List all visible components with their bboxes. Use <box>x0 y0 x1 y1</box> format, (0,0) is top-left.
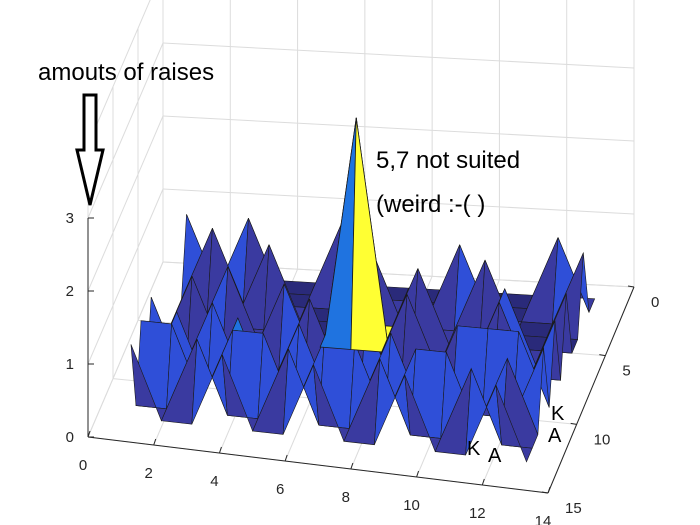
annotation-peak-line2: (weird :-( ) <box>376 191 485 218</box>
annotation-a-right: A <box>548 425 562 447</box>
annotation-k-right: K <box>551 403 565 425</box>
x-tick-label: 10 <box>403 497 420 514</box>
grid-line <box>87 0 151 146</box>
z-tick-label: 0 <box>66 429 74 446</box>
z-tick-label: 2 <box>66 283 74 300</box>
y-tick-label: 5 <box>622 363 630 380</box>
x-tick-label: 14 <box>535 513 552 525</box>
x-tick-mark <box>284 454 288 462</box>
x-tick-mark <box>153 438 157 446</box>
z-tick-label: 3 <box>66 210 74 227</box>
y-tick-label: 10 <box>594 431 611 448</box>
y-axis-line <box>547 286 635 494</box>
surface-cell <box>521 237 559 325</box>
x-tick-label: 0 <box>79 457 87 474</box>
x-tick-mark <box>87 430 91 438</box>
surface-cell <box>495 385 533 463</box>
x-tick-mark <box>416 470 420 478</box>
annotation-ylabel-note: amouts of raises <box>38 59 214 86</box>
grid-line <box>162 115 635 142</box>
surface-plot <box>130 117 596 463</box>
y-tick-mark <box>570 422 577 425</box>
y-tick-mark <box>599 354 606 357</box>
x-tick-label: 6 <box>276 481 284 498</box>
x-tick-label: 12 <box>469 505 486 522</box>
grid-line <box>87 115 164 292</box>
y-tick-label: 0 <box>651 294 659 311</box>
y-tick-mark <box>541 491 549 494</box>
grid-line <box>162 188 635 215</box>
annotation-a-front: A <box>488 445 502 467</box>
grid-line <box>87 261 164 438</box>
annotation-k-front: K <box>467 438 481 460</box>
down-arrow-icon <box>75 93 105 206</box>
z-tick-label: 1 <box>66 356 74 373</box>
surface-peak-facet <box>350 117 388 353</box>
x-tick-label: 4 <box>210 473 218 490</box>
x-axis-line <box>87 436 549 494</box>
x-tick-label: 8 <box>342 489 350 506</box>
grid-line <box>162 42 635 69</box>
grid-line <box>87 42 164 219</box>
y-tick-label: 15 <box>565 500 582 517</box>
annotation-peak-line1: 5,7 not suited <box>376 147 520 174</box>
x-tick-mark <box>481 478 485 486</box>
x-tick-mark <box>350 462 354 470</box>
grid-line <box>87 188 164 365</box>
x-tick-mark <box>218 446 222 454</box>
y-tick-mark <box>627 285 635 288</box>
x-tick-label: 2 <box>145 465 153 482</box>
